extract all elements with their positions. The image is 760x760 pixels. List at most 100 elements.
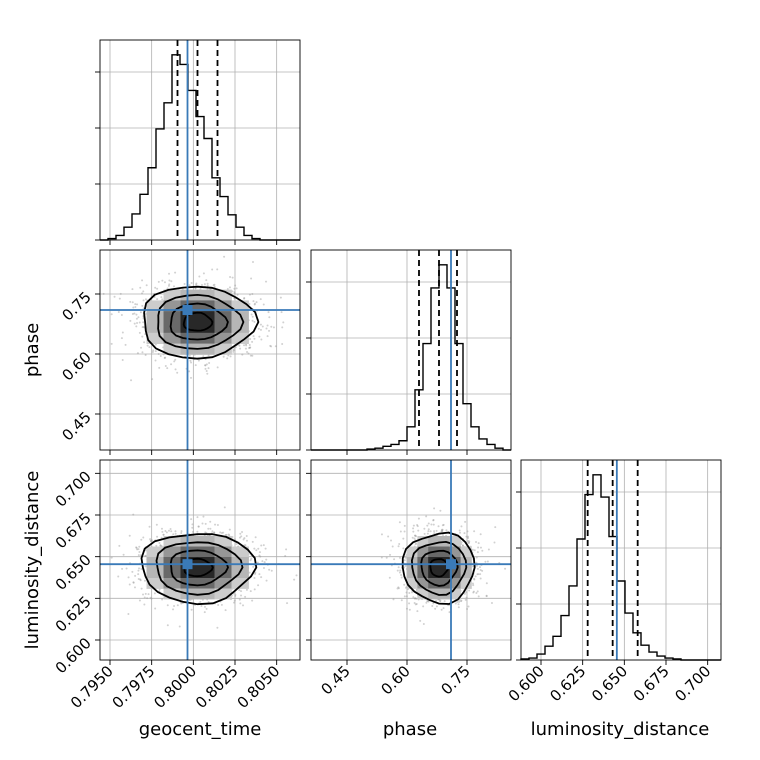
geocent-time-vs-luminosity-distance-scatter-point bbox=[253, 547, 256, 550]
geocent-time-vs-phase-truth-marker bbox=[182, 305, 193, 315]
phase-vs-luminosity-distance-scatter-point bbox=[398, 571, 401, 574]
geocent-time-vs-luminosity-distance-scatter-point bbox=[224, 533, 227, 536]
geocent-time-vs-luminosity-distance-truth-marker bbox=[182, 559, 193, 570]
geocent-time-vs-luminosity-distance-scatter-point bbox=[148, 525, 151, 528]
geocent-time-vs-phase-density-cell bbox=[197, 343, 215, 355]
geocent-time-vs-phase-scatter-point bbox=[255, 301, 258, 304]
phase-vs-luminosity-distance-scatter-point bbox=[437, 525, 440, 528]
geocent-time-vs-phase-scatter-point bbox=[245, 344, 248, 347]
phase-vs-luminosity-distance-density-cell bbox=[460, 546, 472, 558]
phase-vs-luminosity-distance-contour-2 bbox=[410, 540, 468, 596]
geocent-time-vs-phase-scatter-point bbox=[259, 323, 262, 326]
geocent-time-vs-luminosity-distance-scatter-point bbox=[259, 555, 262, 558]
geocent-time-vs-luminosity-distance-scatter-point bbox=[242, 538, 245, 541]
geocent-time-vs-luminosity-distance-scatter-point bbox=[249, 590, 252, 593]
geocent-time-vs-phase-scatter-point bbox=[234, 284, 237, 287]
geocent-time-vs-phase-scatter-point bbox=[267, 311, 270, 314]
phase-vs-luminosity-distance-scatter-point bbox=[432, 519, 435, 522]
geocent-time-vs-phase-scatter-point bbox=[146, 344, 149, 347]
geocent-time-vs-luminosity-distance-scatter-point bbox=[140, 538, 143, 541]
geocent-time-vs-phase-scatter-point bbox=[144, 298, 147, 301]
geocent-time-vs-phase-scatter-point bbox=[205, 363, 208, 366]
x-axis-label-luminosity-distance: luminosity_distance bbox=[531, 719, 710, 740]
phase-vs-luminosity-distance-scatter-point bbox=[460, 525, 463, 528]
geocent-time-vs-luminosity-distance-scatter-point bbox=[149, 540, 152, 543]
geocent-time-vs-phase-scatter-point bbox=[144, 354, 147, 357]
phase-vs-luminosity-distance-scatter-point bbox=[463, 532, 466, 535]
geocent-time-vs-luminosity-distance-scatter-point bbox=[239, 536, 242, 539]
geocent-time-vs-luminosity-distance-scatter-point bbox=[203, 605, 206, 608]
phase-vs-luminosity-distance-scatter-point bbox=[465, 591, 468, 594]
geocent-time-vs-luminosity-distance-scatter-point bbox=[139, 578, 142, 581]
phase-vs-luminosity-distance-scatter-point bbox=[414, 603, 417, 606]
geocent-time-vs-phase-scatter-point bbox=[161, 279, 164, 282]
phase-vs-luminosity-distance-scatter-point bbox=[405, 586, 408, 589]
phase-vs-luminosity-distance-scatter-point bbox=[435, 599, 438, 602]
geocent-time-vs-luminosity-distance-scatter-point bbox=[228, 528, 231, 531]
geocent-time-vs-phase-scatter-point bbox=[190, 361, 193, 364]
phase-vs-luminosity-distance-scatter-point bbox=[445, 529, 448, 532]
phase-vs-luminosity-distance-scatter-point bbox=[414, 534, 417, 537]
x-axis-label-phase: phase bbox=[383, 719, 437, 740]
geocent-time-vs-luminosity-distance-density-cell bbox=[163, 536, 181, 547]
phase-vs-luminosity-distance-scatter-point bbox=[442, 534, 445, 537]
phase-vs-luminosity-distance-scatter-point bbox=[459, 600, 462, 603]
geocent-time-vs-phase-scatter-point bbox=[281, 326, 284, 329]
phase-vs-luminosity-distance-scatter-point bbox=[475, 561, 478, 564]
geocent-time-vs-phase-scatter-point bbox=[168, 272, 171, 275]
geocent-time-vs-phase-scatter-point bbox=[247, 352, 250, 355]
phase-vs-luminosity-distance-scatter-point bbox=[485, 582, 488, 585]
geocent-time-vs-luminosity-distance-scatter-point bbox=[158, 542, 161, 545]
geocent-time-vs-luminosity-distance-scatter-point bbox=[153, 592, 156, 595]
geocent-time-vs-phase-scatter-point bbox=[227, 354, 230, 357]
geocent-time-vs-luminosity-distance-scatter-point bbox=[240, 594, 243, 597]
phase-vs-luminosity-distance-scatter-point bbox=[458, 529, 461, 532]
geocent-time-vs-luminosity-distance-scatter-point bbox=[243, 537, 246, 540]
phase-vs-luminosity-distance-scatter-point bbox=[413, 597, 416, 600]
geocent-time-vs-luminosity-distance-scatter-point bbox=[110, 556, 113, 559]
phase-vs-luminosity-distance-scatter-point bbox=[380, 556, 383, 559]
geocent-time-vs-luminosity-distance-scatter-point bbox=[222, 531, 225, 534]
geocent-time-vs-luminosity-distance-density-cell bbox=[214, 578, 232, 589]
geocent-time-vs-luminosity-distance-scatter-point bbox=[142, 593, 145, 596]
geocent-time-vs-phase-scatter-point bbox=[190, 376, 193, 379]
geocent-time-vs-phase-scatter-point bbox=[141, 335, 144, 338]
geocent-time-vs-phase-scatter-point bbox=[117, 311, 120, 314]
phase-vs-luminosity-distance-scatter-point bbox=[427, 528, 430, 531]
geocent-time-vs-phase-scatter-point bbox=[268, 329, 271, 332]
geocent-time-vs-luminosity-distance-scatter-point bbox=[172, 608, 175, 611]
geocent-time-vs-luminosity-distance-scatter-point bbox=[127, 612, 130, 615]
geocent-time-vs-phase-scatter-point bbox=[282, 321, 285, 324]
phase-vs-luminosity-distance-scatter-point bbox=[393, 558, 396, 561]
geocent-time-vs-phase-scatter-point bbox=[142, 290, 145, 293]
phase-vs-luminosity-distance-scatter-point bbox=[400, 574, 403, 577]
phase-vs-luminosity-distance-scatter-point bbox=[404, 564, 407, 567]
geocent-time-vs-luminosity-distance-scatter-point bbox=[258, 551, 261, 554]
geocent-time-vs-luminosity-distance-scatter-point bbox=[131, 570, 134, 573]
phase-vs-luminosity-distance-scatter-point bbox=[390, 539, 393, 542]
geocent-time-vs-luminosity-distance-scatter-point bbox=[220, 603, 223, 606]
phase-vs-luminosity-distance-scatter-point bbox=[414, 543, 417, 546]
geocent-time-vs-phase-density-cell bbox=[163, 300, 181, 312]
geocent-time-vs-phase-scatter-point bbox=[135, 313, 138, 316]
geocent-time-vs-phase-scatter-point bbox=[174, 368, 177, 371]
phase-vs-luminosity-distance-scatter-point bbox=[435, 529, 438, 532]
geocent-time-vs-luminosity-distance-scatter-point bbox=[262, 544, 265, 547]
geocent-time-vs-phase-scatter-point bbox=[249, 354, 252, 357]
geocent-time-vs-luminosity-distance-density-cell bbox=[180, 546, 198, 558]
phase-vs-luminosity-distance-density-cell bbox=[417, 536, 429, 547]
geocent-time-vs-phase-scatter-point bbox=[270, 345, 273, 348]
geocent-time-vs-luminosity-distance-scatter-point bbox=[264, 547, 267, 550]
geocent-time-vs-phase-scatter-point bbox=[174, 358, 177, 361]
geocent-time-vs-phase-scatter-point bbox=[167, 284, 170, 287]
geocent-time-vs-phase-density-cell bbox=[231, 332, 249, 344]
geocent-time-vs-luminosity-distance-scatter-point bbox=[238, 589, 241, 592]
geocent-time-vs-luminosity-distance-density-cell bbox=[180, 578, 198, 589]
phase-vs-luminosity-distance-scatter-point bbox=[472, 584, 475, 587]
geocent-time-vs-luminosity-distance-scatter-point bbox=[196, 516, 199, 519]
geocent-time-vs-phase-scatter-point bbox=[141, 326, 144, 329]
geocent-time-vs-luminosity-distance-scatter-point bbox=[164, 529, 167, 532]
geocent-time-vs-phase-scatter-point bbox=[280, 311, 283, 314]
luminosity-distance-hist-step-line bbox=[520, 474, 721, 661]
geocent-time-vs-phase-scatter-point bbox=[246, 350, 249, 353]
